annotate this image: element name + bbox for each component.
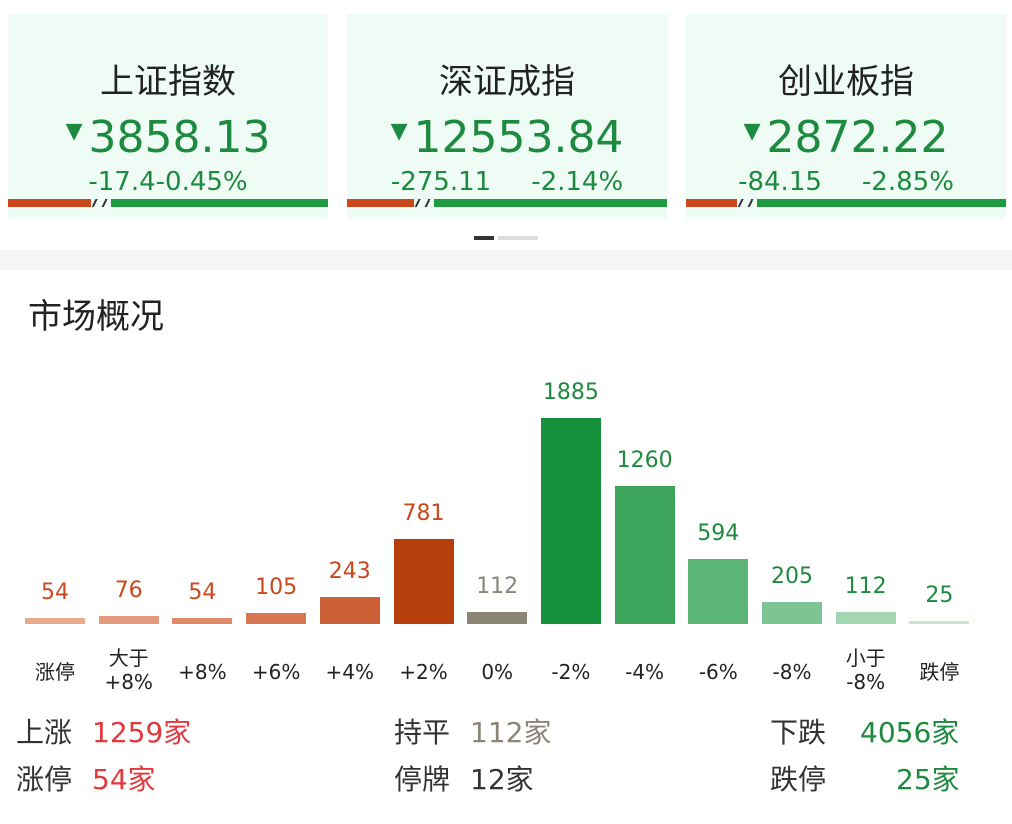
section-title: 市场概况 [28, 297, 164, 337]
distribution-bar [688, 559, 749, 624]
bar-value-label: 594 [697, 521, 740, 546]
bar-category-label: -2% [551, 660, 591, 684]
distribution-bar [393, 539, 454, 624]
pager-dot[interactable] [498, 236, 538, 240]
bar-category-label: 大于 +8% [104, 646, 153, 694]
bar-category-label: 跌停 [919, 660, 960, 684]
up-down-ratio-bar [686, 199, 1006, 207]
bar-value-label: 243 [328, 559, 371, 584]
bar-category-label: 小于 -8% [845, 646, 886, 694]
distribution-bar [98, 616, 159, 624]
distribution-bar [909, 621, 970, 624]
distribution-bar [319, 597, 380, 624]
index-change-pct: -2.85% [861, 167, 954, 197]
summary-down: 下跌 4056家 [770, 716, 960, 749]
index-name: 深证成指 [439, 62, 575, 102]
index-name: 上证指数 [100, 62, 236, 102]
index-change: -84.15 [738, 167, 822, 197]
bar-value-label: 54 [41, 580, 69, 605]
bar-category-label: 涨停 [35, 660, 75, 684]
bar-value-label: 781 [402, 501, 445, 526]
index-price: ▼ 2872.22 [743, 112, 949, 163]
distribution-bar [246, 613, 307, 624]
distribution-bar [614, 486, 675, 624]
index-changes: -275.11 -2.14% [347, 166, 667, 198]
summary-limit-down: 跌停 25家 [770, 763, 960, 796]
index-card-szse[interactable]: 深证成指 ▼ 12553.84 -275.11 -2.14% [347, 14, 667, 219]
distribution-bar [540, 418, 601, 624]
summary-flat: 持平 112家 [394, 716, 552, 749]
bar-category-label: +2% [399, 660, 448, 684]
bar-value-label: 205 [771, 564, 813, 589]
index-name: 创业板指 [778, 62, 914, 102]
bar-value-label: 112 [476, 574, 519, 599]
summary-up: 上涨 1259家 [16, 716, 192, 749]
section-divider [0, 250, 1012, 270]
bar-category-label: 0% [481, 660, 514, 684]
bar-category-label: -4% [625, 660, 665, 684]
distribution-bar [835, 612, 896, 624]
index-price: ▼ 3858.13 [65, 112, 271, 163]
bar-value-label: 1885 [542, 380, 599, 405]
market-distribution-chart: 54 涨停 76 大于 +8% 54 +8% 105 +6% 243 +4% 781 +2% 112 0% 1… [0, 360, 1012, 710]
pager-dot-active[interactable] [474, 236, 494, 240]
index-change-pct: -2.14% [531, 167, 624, 197]
index-changes: -84.15 -2.85% [686, 166, 1006, 198]
bar-category-label: +6% [251, 660, 301, 684]
bar-value-label: 105 [255, 575, 298, 600]
down-triangle-icon: ▼ [390, 119, 408, 144]
index-change: -275.11 [390, 167, 492, 197]
bar-category-label: +4% [325, 660, 375, 684]
bar-category-label: -8% [772, 660, 812, 684]
bar-category-label: -6% [698, 660, 738, 684]
bar-value-label: 112 [844, 574, 887, 599]
index-card-sse[interactable]: 上证指数 ▼ 3858.13 -17.4-0.45% [8, 14, 328, 219]
down-triangle-icon: ▼ [743, 119, 761, 144]
up-down-ratio-bar [8, 199, 328, 207]
bar-category-label: +8% [178, 660, 227, 684]
bar-value-label: 25 [925, 583, 954, 608]
index-price: ▼ 12553.84 [390, 112, 624, 163]
index-cards-carousel[interactable]: 上证指数 ▼ 3858.13 -17.4-0.45% 深证成指 ▼ 12553.84… [0, 0, 1012, 262]
distribution-bar [762, 602, 822, 624]
distribution-bar [172, 618, 233, 624]
bar-value-label: 54 [188, 580, 217, 605]
index-card-chinext[interactable]: 创业板指 ▼ 2872.22 -84.15 -2.85% [686, 14, 1006, 219]
up-down-ratio-bar [347, 199, 667, 207]
distribution-bar [467, 612, 528, 624]
summary-limit-up: 涨停 54家 [16, 763, 156, 796]
index-changes: -17.4-0.45% [8, 166, 328, 198]
index-change-pct: -0.45% [155, 167, 248, 197]
index-change: -17.4 [88, 167, 156, 197]
down-triangle-icon: ▼ [65, 119, 83, 144]
distribution-bar [25, 618, 85, 624]
bar-value-label: 1260 [616, 448, 673, 473]
summary-suspended: 停牌 12家 [394, 763, 534, 796]
bar-value-label: 76 [114, 578, 143, 603]
